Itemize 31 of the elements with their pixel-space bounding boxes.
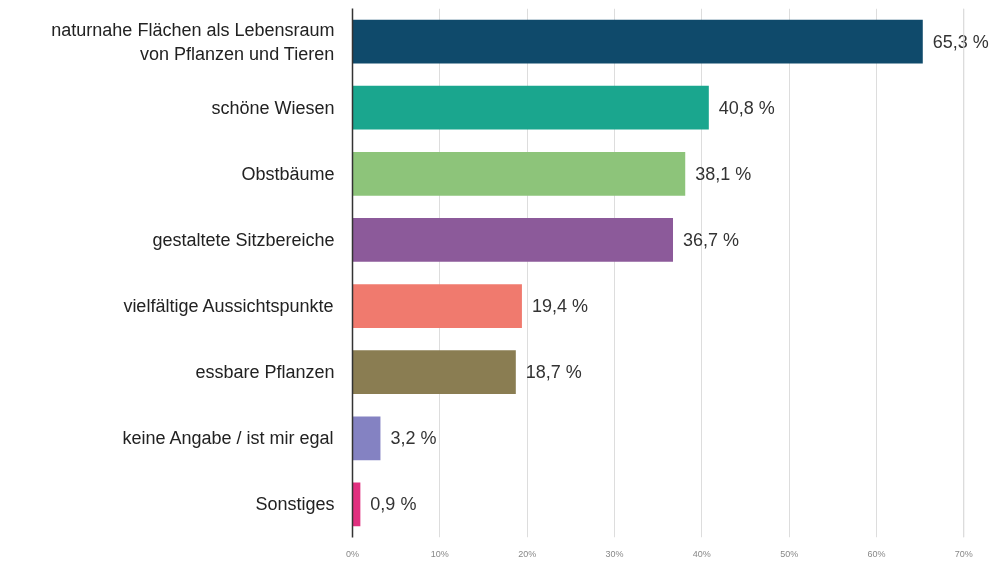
data-label: 0,9 %: [370, 494, 417, 515]
y-tick-label: essbare Pflanzen: [195, 362, 335, 383]
bar: [352, 416, 381, 461]
y-tick-label: schöne Wiesen: [211, 97, 335, 118]
bar: [352, 85, 709, 130]
bar: [352, 218, 674, 262]
data-label: 19,4 %: [531, 296, 588, 317]
y-tick-label: Sonstiges: [255, 494, 335, 515]
y-tick-label: vielfältige Aussichtspunkte: [123, 296, 334, 317]
data-label: 18,7 %: [525, 362, 582, 383]
x-tick-label: 0%: [346, 548, 360, 559]
data-label: 65,3 %: [932, 31, 989, 52]
bar: [352, 350, 516, 395]
y-tick-label: gestaltete Sitzbereiche: [152, 229, 335, 250]
data-label: 3,2 %: [390, 428, 437, 449]
bar: [352, 151, 686, 196]
data-label: 40,8 %: [718, 97, 775, 118]
data-label: 38,1 %: [695, 163, 752, 184]
x-tick-label: 30%: [605, 548, 624, 559]
x-tick-label: 60%: [867, 548, 886, 559]
bar: [352, 284, 522, 328]
bar: [352, 19, 923, 64]
y-tick-label: Obstbäume: [241, 163, 335, 184]
x-tick-label: 50%: [780, 548, 799, 559]
x-tick-label: 10%: [430, 548, 449, 559]
x-tick-label: 20%: [518, 548, 537, 559]
data-label: 36,7 %: [683, 229, 740, 250]
x-tick-label: 40%: [692, 548, 711, 559]
y-tick-label: naturnahe Flächen als Lebensraum von Pflanzen und Tieren: [51, 19, 335, 64]
y-tick-label: keine Angabe / ist mir egal: [122, 428, 334, 449]
x-tick-label: 70%: [954, 548, 973, 559]
